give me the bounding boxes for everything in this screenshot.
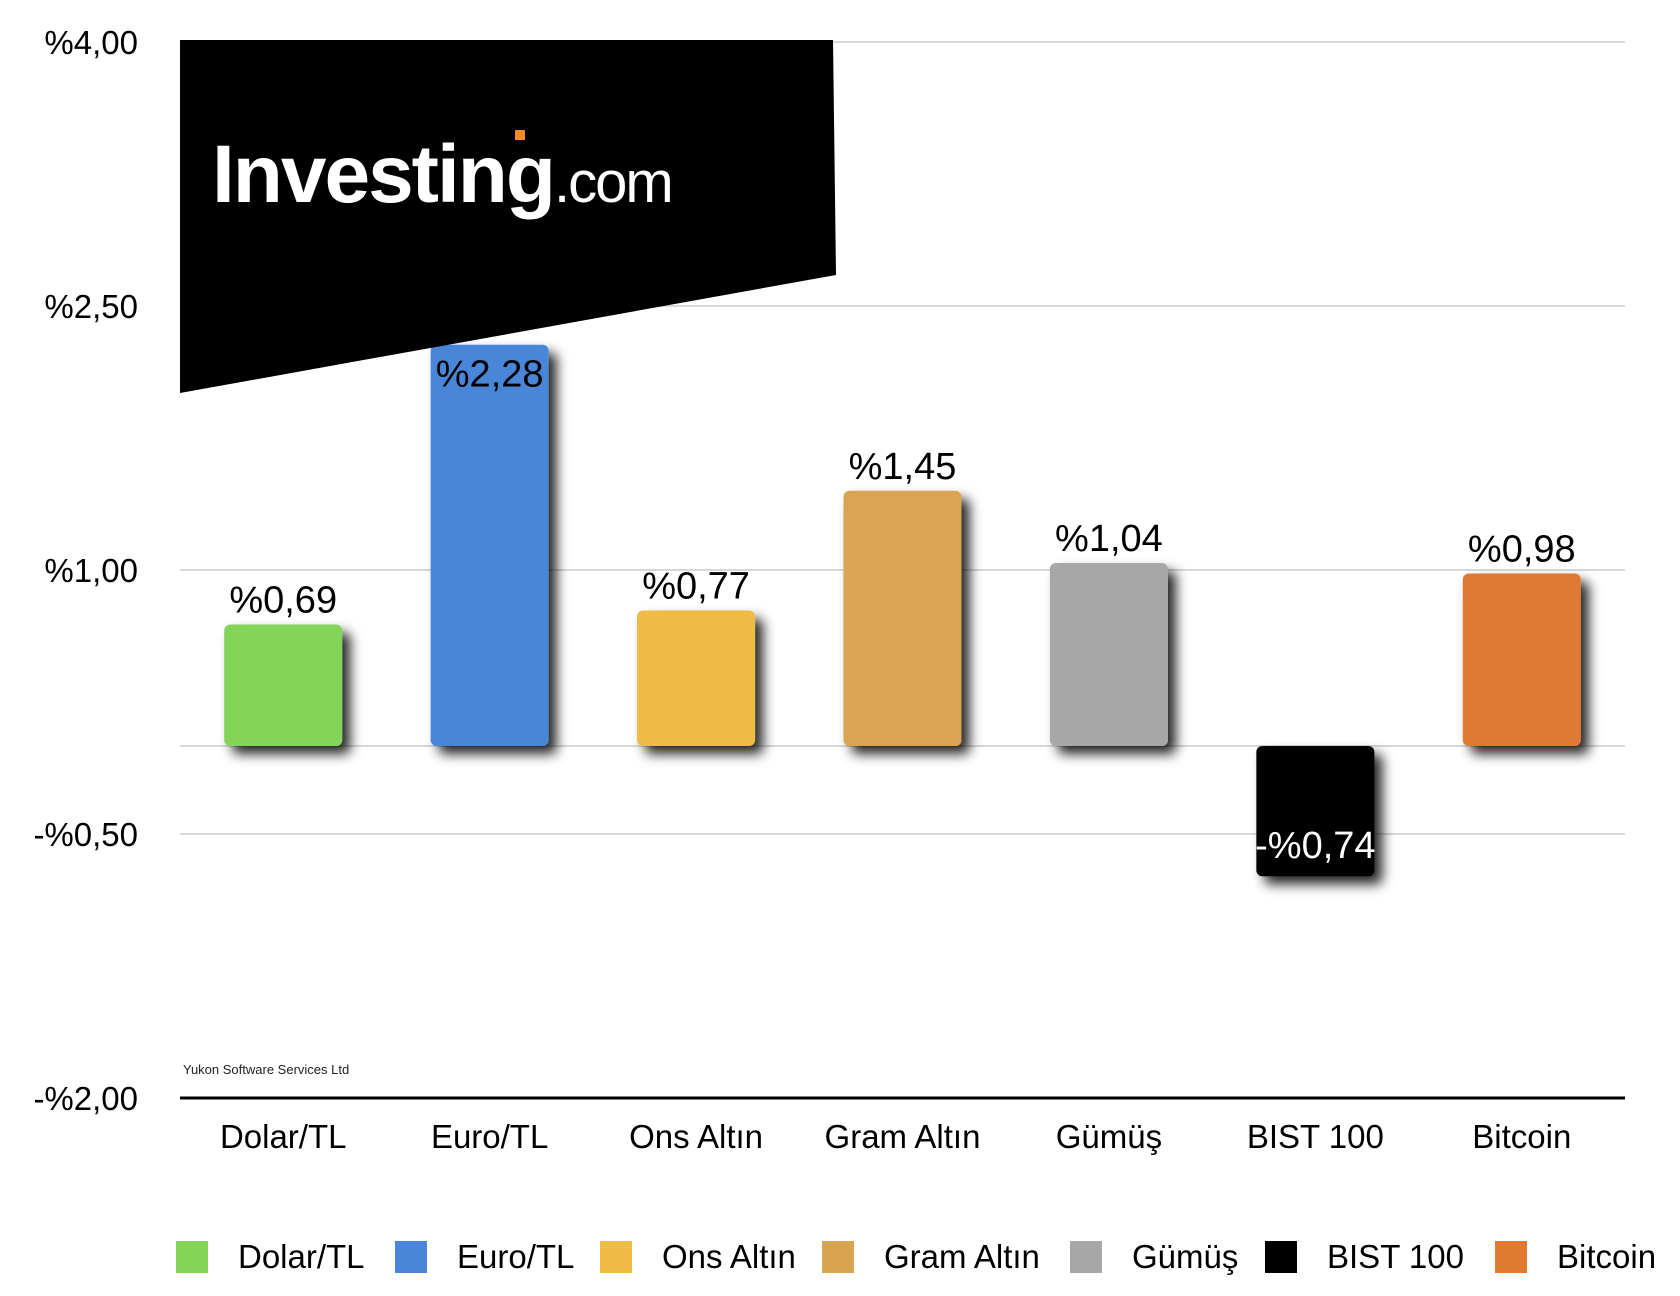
bar <box>1256 746 1375 877</box>
legend-swatch <box>822 1241 854 1273</box>
investing-logo: Investing.com <box>180 40 836 393</box>
legend-item: Euro/TL <box>395 1232 574 1282</box>
logo-accent <box>515 130 525 140</box>
x-axis-labels: Dolar/TL Euro/TL Ons Altın Gram Altın Gümüş B… <box>220 1118 1571 1155</box>
x-tick-label: Gümüş <box>1056 1118 1162 1155</box>
data-label: %1,04 <box>1055 518 1163 560</box>
legend-item: BIST 100 <box>1265 1232 1464 1282</box>
legend-item: Bitcoin <box>1495 1232 1656 1282</box>
bars <box>224 344 1581 877</box>
x-tick-label: BIST 100 <box>1247 1118 1384 1155</box>
bar <box>1462 573 1581 746</box>
legend-item: Dolar/TL <box>176 1232 365 1282</box>
legend-item: Gümüş <box>1070 1232 1238 1282</box>
logo-text: Investing.com <box>212 129 672 220</box>
data-label: -%0,74 <box>1255 825 1375 867</box>
data-label: %0,69 <box>229 580 337 622</box>
legend-swatch <box>600 1241 632 1273</box>
data-label: %2,28 <box>436 354 544 396</box>
y-tick-label: -%2,00 <box>33 1080 138 1117</box>
logo-word: Investing <box>212 129 554 220</box>
x-tick-label: Gram Altın <box>825 1118 981 1155</box>
legend-label: Gümüş <box>1132 1238 1239 1275</box>
data-label: %1,45 <box>849 446 957 488</box>
legend-label: Ons Altın <box>662 1238 796 1275</box>
watermark: Yukon Software Services Ltd <box>183 1062 350 1077</box>
y-tick-label: -%0,50 <box>33 816 138 853</box>
legend-swatch <box>1495 1241 1527 1273</box>
x-tick-label: Dolar/TL <box>220 1118 347 1155</box>
legend-swatch <box>1265 1241 1297 1273</box>
legend-label: BIST 100 <box>1327 1238 1464 1275</box>
bar <box>637 610 756 746</box>
bar <box>1049 562 1168 746</box>
legend-swatch <box>395 1241 427 1273</box>
bar <box>224 624 343 746</box>
logo-suffix: .com <box>554 150 672 215</box>
data-label: %0,98 <box>1468 529 1576 571</box>
y-axis-ticks: %4,00 %2,50 %1,00 -%0,50 -%2,00 <box>33 24 138 1117</box>
data-label: %0,77 <box>642 565 750 607</box>
y-tick-label: %4,00 <box>44 24 138 61</box>
data-labels: %0,69 %2,28 %0,77 %1,45 %1,04 -%0,74 %0,98 <box>229 354 1575 868</box>
legend-swatch <box>1070 1241 1102 1273</box>
x-tick-label: Ons Altın <box>629 1118 763 1155</box>
x-tick-label: Euro/TL <box>431 1118 548 1155</box>
legend: Dolar/TL Euro/TL Ons Altın Gram Altın Gümüş B… <box>0 1232 1680 1282</box>
legend-item: Gram Altın <box>822 1232 1040 1282</box>
x-tick-label: Bitcoin <box>1472 1118 1571 1155</box>
logo-banner <box>180 40 836 393</box>
legend-swatch <box>176 1241 208 1273</box>
legend-label: Euro/TL <box>457 1238 575 1275</box>
legend-item: Ons Altın <box>600 1232 796 1282</box>
bar <box>843 490 962 746</box>
y-tick-label: %1,00 <box>44 552 138 589</box>
legend-label: Bitcoin <box>1557 1238 1657 1275</box>
bar <box>430 344 549 746</box>
legend-label: Gram Altın <box>884 1238 1040 1275</box>
y-tick-label: %2,50 <box>44 288 138 325</box>
legend-label: Dolar/TL <box>238 1238 365 1275</box>
